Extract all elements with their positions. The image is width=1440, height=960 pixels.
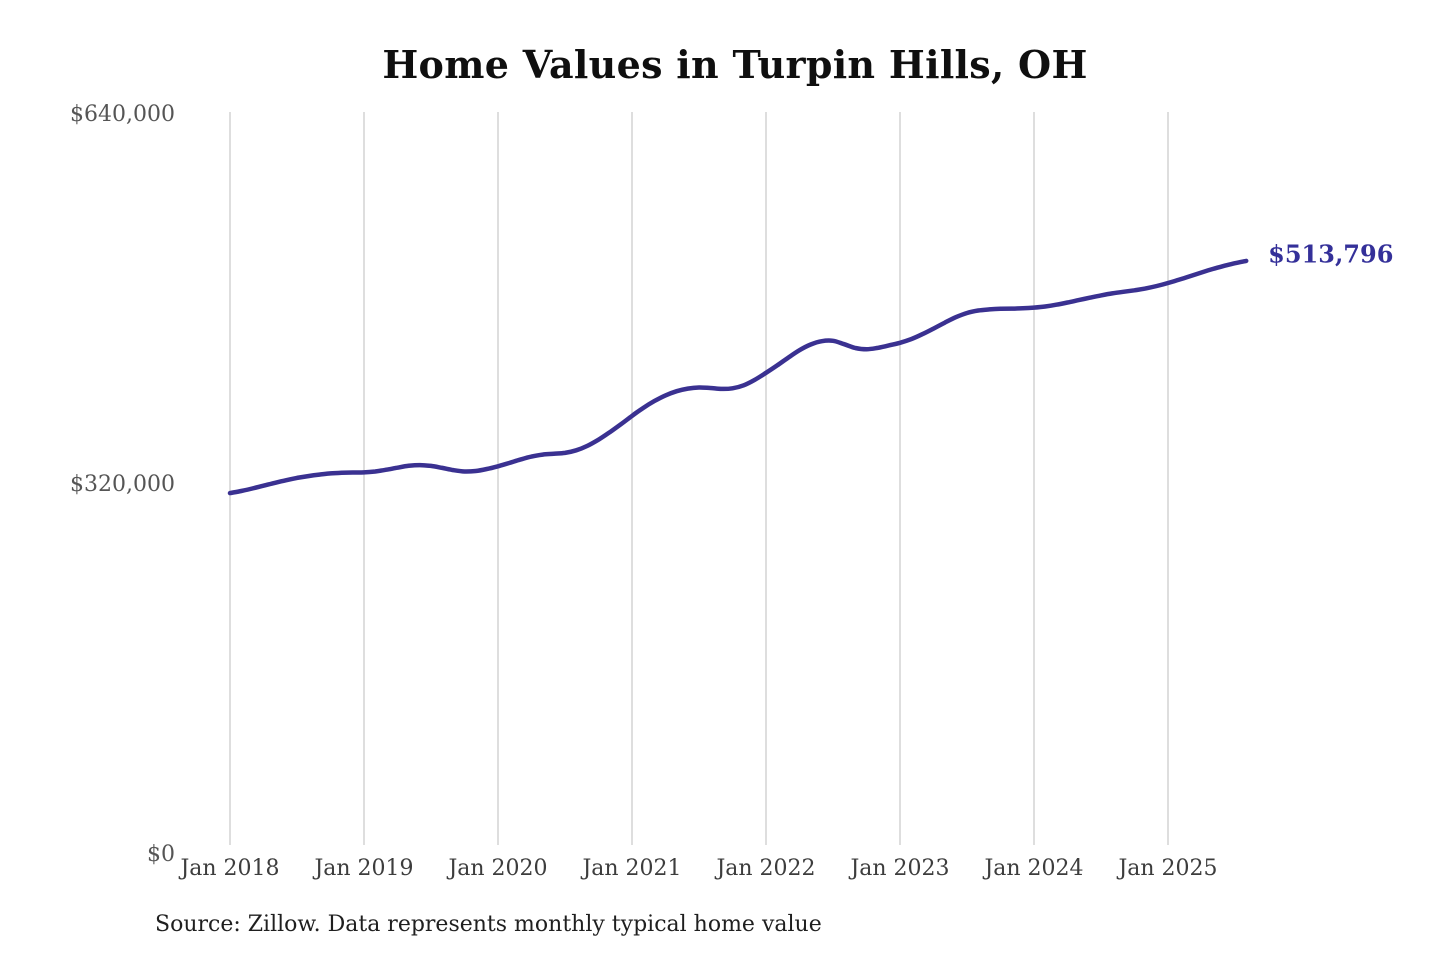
x-tick-jan-2021: Jan 2021 [582,856,682,881]
chart-title: Home Values in Turpin Hills, OH [382,42,1088,87]
x-tick-jan-2022: Jan 2022 [716,856,816,881]
y-tick-320000: $320,000 [70,472,175,497]
x-tick-jan-2023: Jan 2023 [850,856,950,881]
x-tick-jan-2019: Jan 2019 [314,856,414,881]
y-tick-0: $0 [147,842,175,867]
x-tick-jan-2024: Jan 2024 [984,856,1084,881]
x-tick-jan-2020: Jan 2020 [448,856,548,881]
latest-value-label: $513,796 [1268,239,1394,269]
home-value-line [227,258,1249,496]
x-tick-jan-2018: Jan 2018 [180,856,280,881]
y-tick-640000: $640,000 [70,102,175,127]
source-note: Source: Zillow. Data represents monthly … [155,912,822,937]
x-tick-jan-2025: Jan 2025 [1118,856,1218,881]
year-gridlines [229,112,1169,845]
